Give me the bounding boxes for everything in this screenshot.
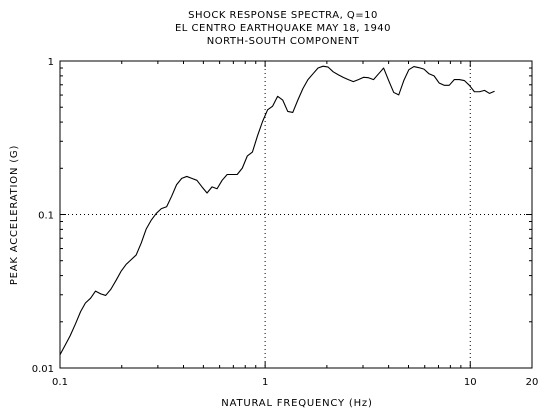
x-tick-labels: 0.1 1 10 20 [52,377,538,388]
grid-lines [60,61,532,368]
x-tick-label: 10 [464,377,477,388]
x-tick-label: 0.1 [52,377,68,388]
plot-area-frame [59,60,533,369]
y-tick-label: 1 [48,57,54,68]
chart-title-line-3: NORTH-SOUTH COMPONENT [207,36,360,47]
series-layer [59,65,495,356]
chart-title-line-2: EL CENTRO EARTHQUAKE MAY 18, 1940 [175,23,391,34]
series-line [59,65,495,356]
y-axis-label: PEAK ACCELERATION (G) [9,145,20,285]
x-axis-label: NATURAL FREQUENCY (Hz) [221,398,372,409]
y-tick-label: 0.01 [32,364,54,375]
x-tick-label: 1 [262,377,268,388]
x-tick-label: 20 [526,377,539,388]
y-tick-label: 0.1 [38,211,54,222]
y-tick-labels: 0.01 0.1 1 [32,57,54,375]
chart-title-line-1: SHOCK RESPONSE SPECTRA, Q=10 [188,10,378,21]
